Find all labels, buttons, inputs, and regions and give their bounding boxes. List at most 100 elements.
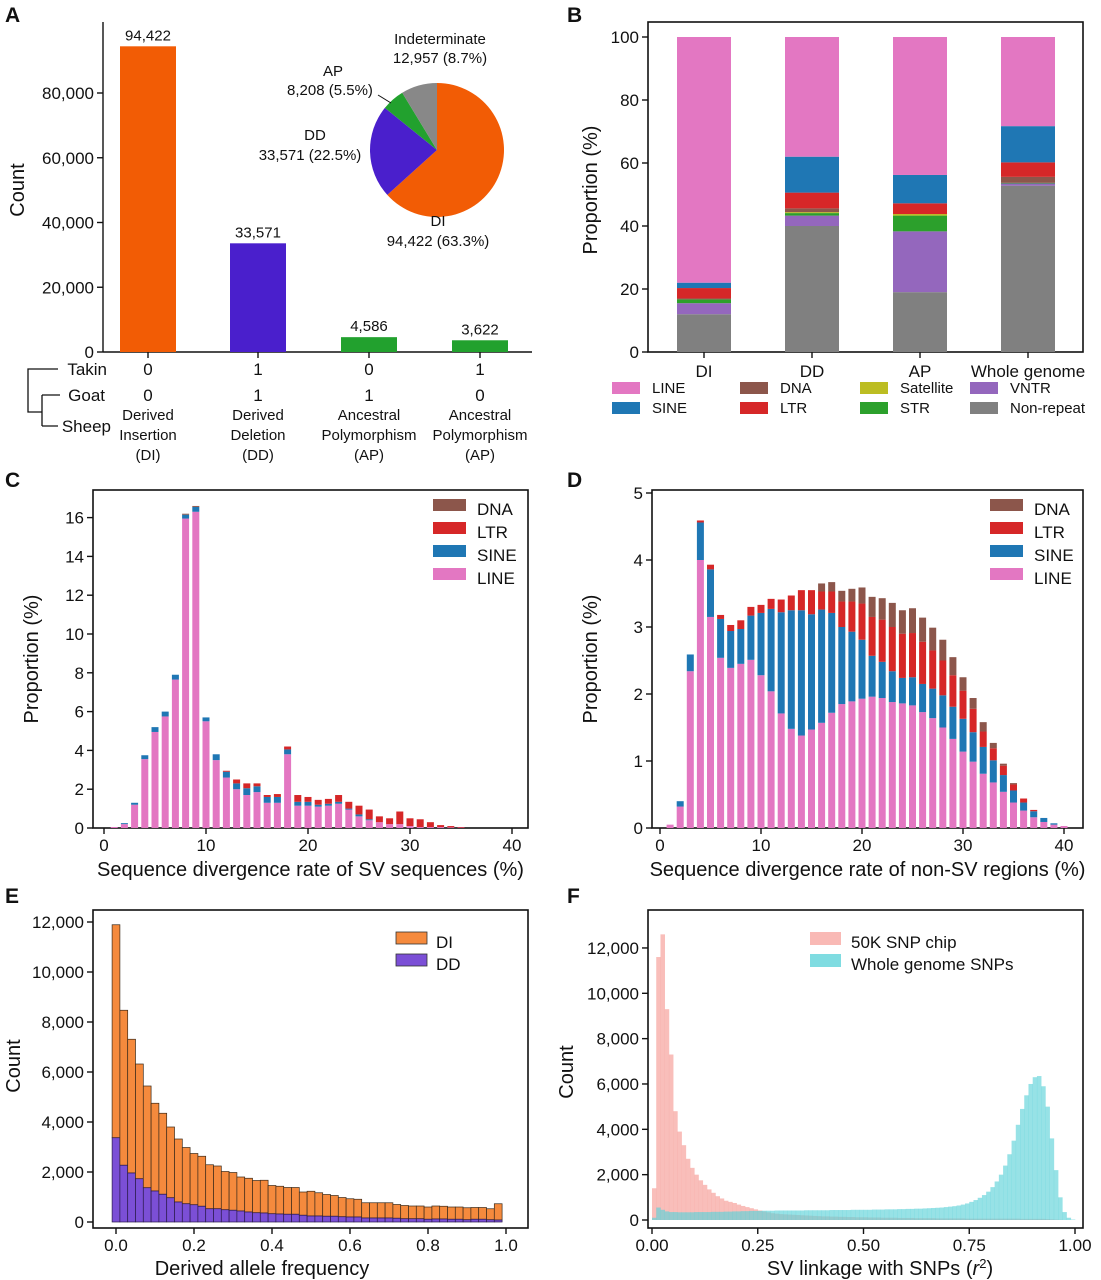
- bar-segment-ltr: [893, 203, 947, 215]
- histogram-bin-whole-genome: [1024, 1095, 1029, 1220]
- legend-swatch: [970, 382, 998, 394]
- plot-area: [651, 489, 1084, 829]
- bar-segment-line: [212, 760, 220, 828]
- bar-segment-sine: [757, 612, 765, 676]
- legend-label: LTR: [1034, 523, 1065, 542]
- histogram-bin-snp-chip: [723, 1200, 729, 1220]
- bar-segment-dd: [197, 1205, 207, 1223]
- y-tick-label: 10: [65, 625, 84, 644]
- bar-segment-dd: [431, 1218, 441, 1223]
- bar-segment-line: [808, 729, 815, 828]
- bar-segment-sine: [717, 618, 725, 658]
- bar-segment-line: [406, 826, 414, 828]
- y-tick-label: 0: [630, 343, 639, 362]
- histogram-bin-snp-chip: [702, 1184, 708, 1220]
- bar-value-label: 4,586: [350, 318, 388, 335]
- bar-segment-di: [220, 1171, 230, 1211]
- bar-segment-di: [127, 1038, 136, 1174]
- bar-segment-ltr: [416, 819, 424, 828]
- bar-segment-ltr: [919, 641, 927, 684]
- bar-segment-di: [275, 1185, 285, 1215]
- histogram-bin-whole-genome: [783, 1210, 788, 1220]
- category-label: Derived: [232, 407, 284, 424]
- bar-segment-di: [384, 1202, 394, 1219]
- histogram-bin-whole-genome: [715, 1211, 720, 1220]
- x-tick-label: 1.0: [494, 1236, 518, 1255]
- legend-label: 50K SNP chip: [851, 933, 957, 952]
- histogram-bin-whole-genome: [1007, 1154, 1012, 1220]
- histogram-bin-whole-genome: [660, 1209, 665, 1220]
- histogram-bin-whole-genome: [863, 1209, 869, 1220]
- histogram-bin-whole-genome: [728, 1211, 733, 1220]
- bar-segment-sine: [1050, 823, 1058, 825]
- bar-segment-ltr: [989, 748, 997, 761]
- bar-segment-ltr: [999, 765, 1007, 776]
- legend-swatch: [860, 402, 888, 414]
- pie-label-value: 94,422 (63.3%): [387, 233, 490, 250]
- histogram-bin-whole-genome: [867, 1209, 873, 1220]
- bar-segment-dd: [259, 1212, 269, 1223]
- y-tick-label: 0: [634, 819, 643, 838]
- bar-segment-ltr: [677, 288, 731, 299]
- pie-slice-indeterminate: [402, 83, 437, 150]
- bar-segment-sine: [335, 801, 343, 804]
- bar-segment-dd: [244, 1211, 253, 1223]
- bar-segment-ltr: [797, 590, 805, 611]
- bar-value-label: 94,422: [125, 27, 171, 44]
- bar-segment-line: [785, 37, 839, 157]
- y-tick-label: 100: [611, 28, 639, 47]
- histogram-bin-whole-genome: [846, 1210, 852, 1220]
- bar-segment-di: [174, 1138, 183, 1203]
- bar-segment-line: [893, 37, 947, 175]
- y-tick-label: 60: [620, 154, 639, 173]
- bar-segment-dd: [275, 1213, 285, 1223]
- y-tick-label: 14: [65, 547, 84, 566]
- histogram-bin-whole-genome: [804, 1210, 809, 1220]
- bar-segment-line: [696, 560, 704, 828]
- bar-segment-dd: [306, 1215, 316, 1223]
- y-tick-label: 12,000: [587, 939, 639, 958]
- y-tick-label: 16: [65, 509, 84, 528]
- y-tick-label: 2,000: [596, 1166, 639, 1185]
- bar-segment-dd: [119, 1164, 129, 1223]
- bar-segment-dna: [1010, 783, 1017, 785]
- genotype-value: 0: [143, 360, 152, 379]
- bar-segment-line: [355, 816, 363, 828]
- legend-label: LINE: [477, 569, 515, 588]
- bar-segment-ltr: [969, 708, 977, 733]
- bar-segment-sine: [171, 674, 179, 680]
- histogram-bin-whole-genome: [736, 1211, 742, 1220]
- x-tick-label: 0: [655, 836, 664, 855]
- y-tick-label: 0: [75, 819, 84, 838]
- bar-segment-line: [838, 704, 846, 828]
- bar-segment-line: [243, 795, 251, 828]
- bar-segment-str: [677, 299, 731, 304]
- legend-label: SINE: [477, 546, 517, 565]
- bar-segment-di: [392, 1204, 402, 1219]
- bar-segment-sine: [243, 788, 251, 796]
- plot-area: [647, 909, 1084, 1229]
- histogram-bin-whole-genome: [943, 1207, 949, 1220]
- bar-segment-sine: [294, 801, 302, 806]
- x-tick-label: 10: [197, 836, 216, 855]
- bar-segment-di: [298, 1191, 308, 1216]
- x-tick-label: 40: [1055, 836, 1074, 855]
- genotype-value: 1: [253, 386, 262, 405]
- bar-segment-ltr: [818, 591, 826, 610]
- histogram-bin-whole-genome: [694, 1212, 699, 1220]
- histogram-bin-whole-genome: [888, 1209, 894, 1220]
- histogram-bin-whole-genome: [749, 1210, 754, 1220]
- bar-segment-dd: [423, 1218, 433, 1223]
- bar-segment-dd: [291, 1213, 300, 1223]
- x-tick-label: 0.75: [953, 1236, 986, 1255]
- bar-segment-dd: [345, 1216, 355, 1223]
- y-tick-label: 10,000: [587, 984, 639, 1003]
- legend-label: Satellite: [900, 380, 953, 397]
- bar-segment-di: [439, 1205, 448, 1220]
- x-tick-label: 0.6: [338, 1236, 362, 1255]
- category-label: (DD): [242, 447, 274, 464]
- histogram-bin-whole-genome: [706, 1212, 712, 1220]
- y-tick-label: 40,000: [42, 214, 94, 233]
- x-tick-label: 1.00: [1058, 1236, 1091, 1255]
- bar: [230, 243, 286, 352]
